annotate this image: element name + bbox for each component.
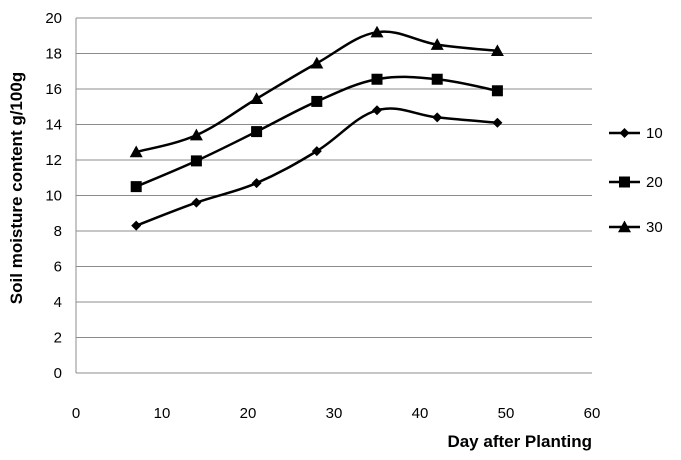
legend-marker-10: [619, 128, 630, 138]
x-tick-label: 60: [584, 405, 601, 422]
data-point-20-35: [371, 73, 383, 85]
legend-marker-30: [618, 220, 631, 233]
x-tick-label: 0: [72, 405, 80, 422]
x-axis-title: Day after Planting: [447, 432, 592, 451]
series-10: [131, 105, 503, 231]
y-tick-label: 14: [45, 117, 62, 134]
legend-marker-20: [619, 176, 630, 188]
x-tick-label: 20: [240, 405, 257, 422]
legend-label-20: 20: [646, 174, 663, 191]
x-tick-label: 30: [326, 405, 343, 422]
data-point-10-28: [311, 146, 322, 157]
y-tick-label: 20: [45, 10, 62, 27]
series-layer: [129, 25, 504, 231]
y-axis-title: Soil moisture content g/100g: [7, 72, 26, 304]
x-tick-label: 40: [412, 405, 429, 422]
y-tick-label: 2: [54, 330, 62, 347]
data-point-30-28: [310, 56, 324, 69]
series-30: [129, 25, 504, 158]
series-line-20: [135, 75, 498, 188]
legend-item-20: 20: [609, 174, 663, 191]
series-20: [130, 73, 503, 193]
y-tick-label: 10: [45, 188, 62, 205]
data-point-20-21: [251, 126, 263, 138]
data-point-20-7: [130, 181, 142, 193]
data-point-30-42: [430, 38, 444, 50]
y-tick-label: 16: [45, 81, 62, 98]
x-tick-label: 10: [154, 405, 171, 422]
data-point-30-35: [370, 25, 384, 38]
legend-item-30: 30: [609, 219, 663, 236]
data-point-30-7: [129, 145, 143, 158]
data-point-30-21: [250, 92, 264, 104]
data-point-10-14: [191, 197, 202, 208]
legend-label-30: 30: [646, 219, 663, 236]
legend-label-10: 10: [646, 125, 663, 142]
legend: 10 20 30: [609, 125, 663, 236]
data-point-20-28: [311, 95, 323, 107]
data-point-10-42: [432, 112, 443, 123]
data-point-10-7: [131, 220, 142, 231]
series-line-10: [135, 107, 498, 227]
data-point-10-21: [251, 178, 262, 189]
x-tick-label: 50: [498, 405, 515, 422]
y-tick-label: 0: [54, 365, 62, 382]
axis-layer: 0 2 4 6 8 10 12 14 16 18 20 0 10 20 30 40 50 60: [45, 10, 600, 422]
data-point-20-14: [190, 155, 202, 167]
y-tick-label: 12: [45, 152, 62, 169]
data-point-30-14: [189, 128, 203, 141]
grid-layer: [76, 17, 592, 338]
legend-item-10: 10: [609, 125, 663, 142]
data-point-20-42: [431, 73, 443, 85]
y-tick-label: 4: [54, 294, 62, 311]
data-point-10-35: [372, 105, 382, 116]
data-point-20-49: [491, 85, 503, 97]
data-point-10-49: [492, 117, 503, 128]
y-tick-label: 18: [45, 46, 62, 63]
data-point-30-49: [490, 44, 504, 57]
y-tick-label: 8: [54, 223, 62, 240]
y-tick-label: 6: [54, 259, 62, 276]
